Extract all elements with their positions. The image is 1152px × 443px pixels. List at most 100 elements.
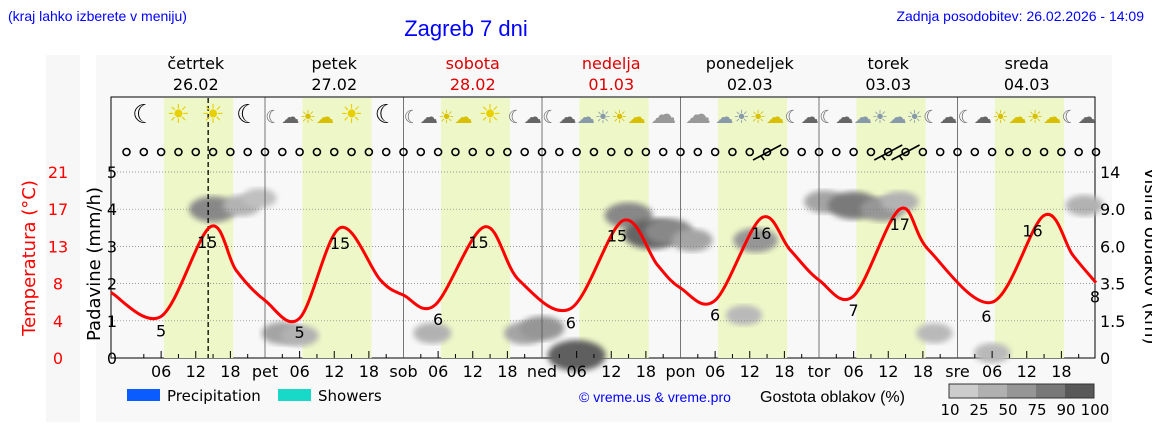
temperature-label: 16 (1022, 221, 1042, 240)
calm-wind-icon (555, 147, 564, 157)
moon-cloud-icon: ☾☁ (508, 107, 542, 128)
daylight-band (163, 98, 234, 358)
calm-wind-icon (1074, 147, 1083, 157)
day-date: 04.03 (1004, 75, 1050, 94)
calm-wind-icon (1022, 147, 1032, 157)
left-axis-panel (46, 55, 80, 422)
day-date: 02.03 (727, 75, 773, 94)
temperature-line (110, 206, 1098, 324)
day-abbr-tick: sre (945, 362, 969, 381)
cloud-sun-icon: ☁☀ (715, 107, 749, 128)
cloud-patch (280, 325, 319, 347)
cloud-density-swatch (949, 384, 978, 398)
cloud-density-swatch (978, 384, 1007, 398)
temperature-axis-label: Temperatura (°C) (19, 180, 40, 337)
cloud-density-title: Gostota oblakov (%) (760, 389, 905, 406)
calm-wind-icon (641, 147, 651, 157)
wind-barb-icon (873, 144, 903, 161)
hour-tick: 06 (428, 362, 448, 381)
day-name: torek (868, 54, 910, 73)
calm-wind-icon (849, 147, 858, 157)
page-title: Zagreb 7 dni (404, 16, 528, 41)
sun-cloud-icon: ☀☁ (611, 107, 645, 128)
calm-wind-icon (832, 147, 841, 157)
temperature-label: 16 (751, 224, 771, 243)
calm-wind-icon (1091, 147, 1101, 157)
cloud-density-tick: 50 (998, 401, 1017, 419)
sun-cloud-icon: ☀☁ (300, 107, 334, 128)
calm-wind-icon (883, 147, 893, 157)
day-name: četrtek (167, 54, 225, 73)
calm-wind-icon (295, 147, 304, 157)
moon-cloud-icon: ☾☁ (958, 107, 992, 128)
precipitation-legend-label: Precipitation (167, 387, 261, 405)
day-date: 03.03 (865, 75, 911, 94)
calm-wind-icon (693, 147, 703, 157)
calm-wind-icon (139, 147, 149, 157)
hour-tick: 12 (463, 362, 483, 381)
calm-wind-icon (745, 147, 755, 157)
precip-tick: 5 (107, 163, 117, 182)
moon-cloud-icon: ☾☁ (265, 107, 299, 128)
sun-cloud-icon: ☀☁ (750, 107, 784, 128)
hour-tick: 06 (982, 362, 1002, 381)
cloud-height-tick: 1.5 (1100, 312, 1125, 331)
calm-wind-icon (364, 147, 374, 157)
calm-wind-icon (676, 147, 685, 157)
day-date: 01.03 (588, 75, 634, 94)
sun-cloud-icon: ☀☁ (438, 107, 472, 128)
temperature-label: 6 (433, 310, 443, 329)
cloud-density-tick: 75 (1027, 401, 1046, 419)
calm-wind-icon (537, 147, 547, 157)
hour-tick: 18 (774, 362, 794, 381)
hour-tick: 12 (186, 362, 206, 381)
moon-cloud-icon: ☾☁ (1062, 107, 1096, 128)
cloud-density-tick: 25 (969, 401, 988, 419)
calm-wind-icon (399, 147, 408, 157)
cloud-sun-icon: ☁☀ (577, 107, 611, 128)
region-hint[interactable]: (kraj lahko izberete v meniju) (8, 8, 187, 24)
cloud-patch (880, 191, 919, 213)
temperature-label: 6 (566, 313, 576, 332)
calm-wind-icon (1039, 147, 1049, 157)
hour-tick: 12 (740, 362, 760, 381)
calm-wind-icon (658, 147, 668, 157)
cloud-density-frame (948, 383, 1095, 399)
calm-wind-icon (935, 147, 945, 157)
temperature-tick: 4 (53, 312, 63, 331)
temperature-label: 6 (710, 305, 720, 324)
sun-icon: ☀ (478, 100, 501, 130)
temperature-label: 7 (849, 301, 859, 320)
temperature-tick: 17 (48, 200, 68, 219)
calm-wind-icon (728, 147, 737, 157)
sun-icon: ☀ (201, 100, 224, 130)
calm-wind-icon (485, 147, 495, 157)
cloud-density-tick: 10 (940, 401, 959, 419)
calm-wind-icon (762, 147, 772, 157)
wind-barb-icon (752, 144, 782, 161)
cloud-patch (241, 188, 277, 208)
temperature-label: 5 (295, 323, 305, 342)
cloud-patch (916, 323, 953, 344)
calm-wind-icon (606, 147, 616, 157)
showers-legend-swatch (278, 389, 311, 401)
hour-tick: 18 (636, 362, 656, 381)
moon-icon: ☾ (132, 100, 155, 130)
temperature-label: 15 (607, 227, 627, 246)
day-abbr-tick: sob (389, 362, 417, 381)
cloud-height-tick: 3.5 (1100, 275, 1125, 294)
daylight-band (994, 98, 1065, 358)
moon-icon: ☾ (375, 100, 398, 130)
calm-wind-icon (987, 147, 997, 157)
daylight-band (440, 98, 511, 358)
copyright-link[interactable]: © vreme.us & vreme.pro (579, 389, 731, 405)
hour-tick: 18 (359, 362, 379, 381)
day-name: nedelja (582, 54, 641, 73)
hour-tick: 18 (497, 362, 517, 381)
temperature-label: 15 (330, 234, 350, 253)
cloud-height-tick: 0 (1100, 349, 1110, 368)
calm-wind-icon (866, 147, 876, 157)
cloud-density-tick: 90 (1056, 401, 1075, 419)
calm-wind-icon (260, 147, 270, 157)
